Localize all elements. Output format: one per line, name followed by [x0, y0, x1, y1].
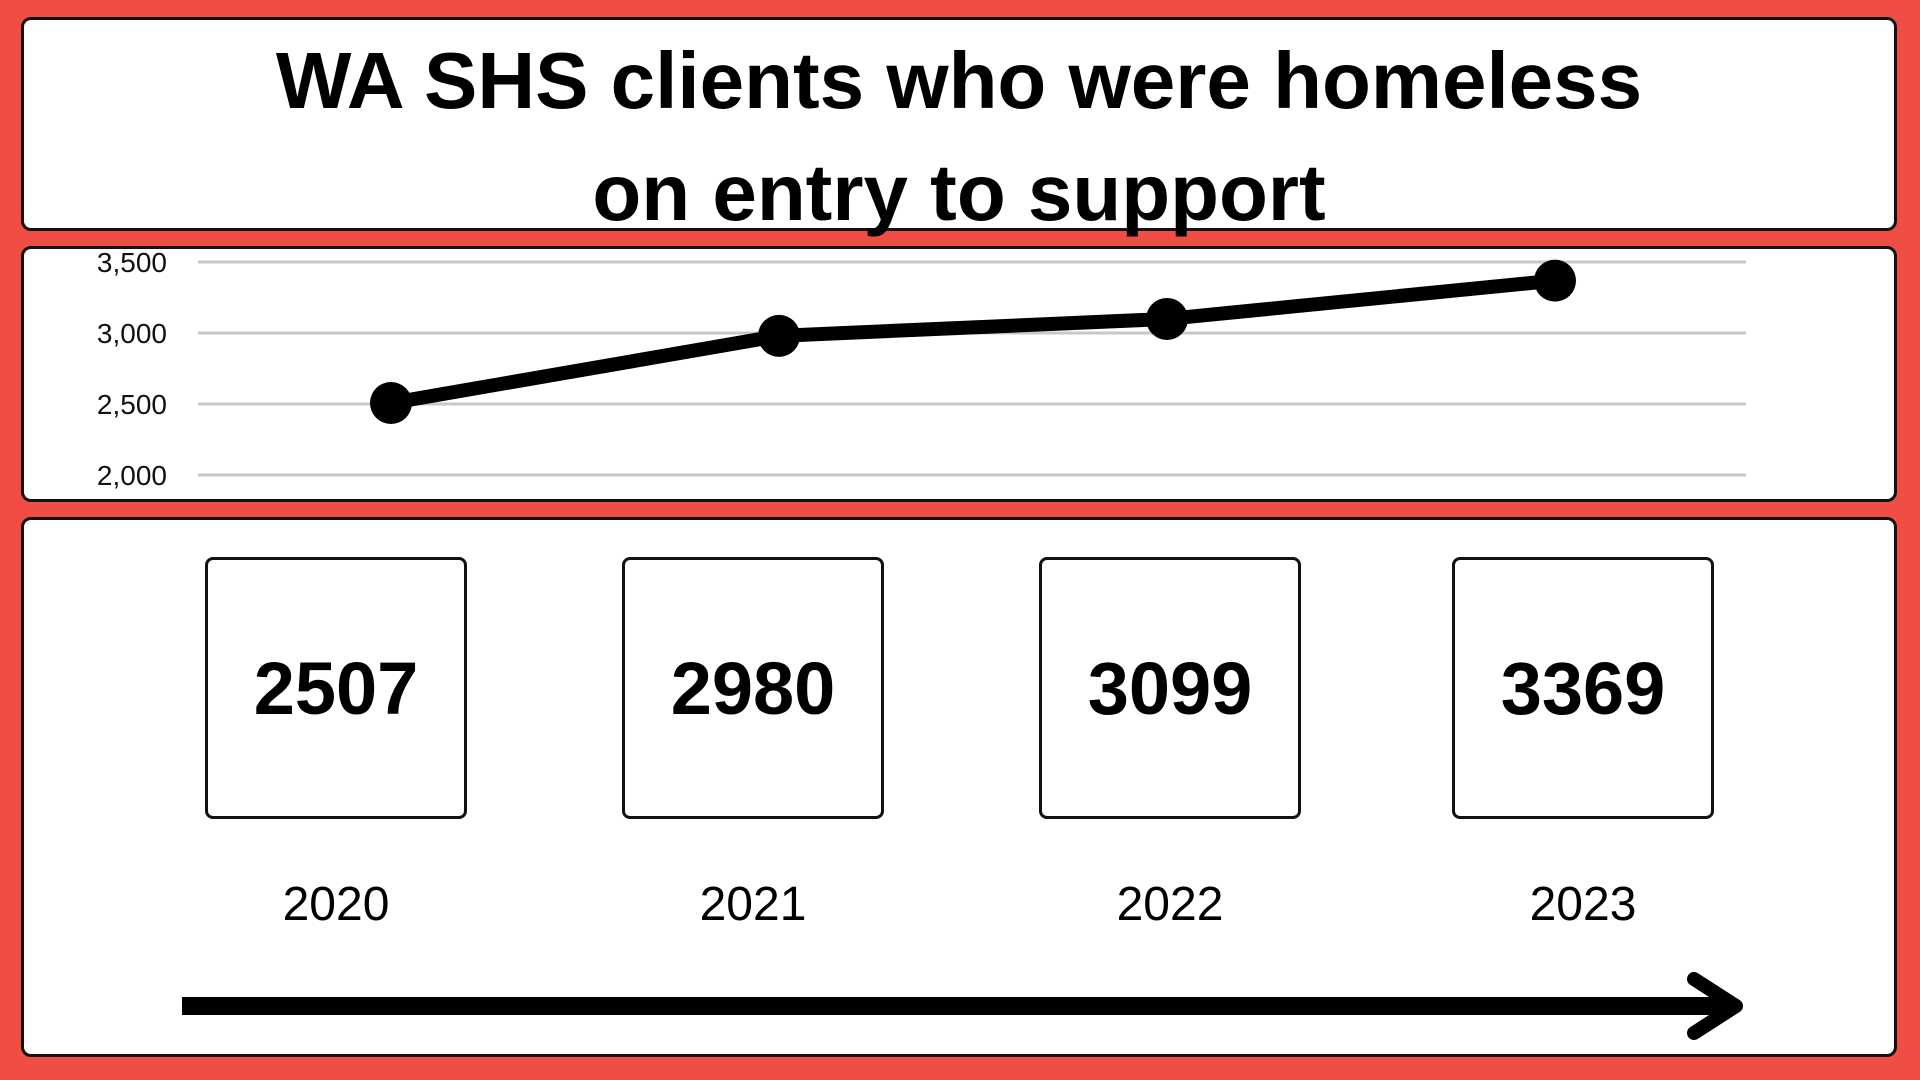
card-value: 3369: [1500, 646, 1666, 730]
data-point-2022: [1146, 297, 1188, 340]
y-tick-label: 3,500: [97, 249, 167, 278]
value-card-2021: 2980: [622, 557, 884, 819]
year-label-2023: 2023: [1529, 878, 1637, 931]
y-tick-label: 2,000: [97, 460, 167, 491]
value-card-2023: 3369: [1452, 557, 1714, 819]
value-card-2020: 2507: [205, 557, 467, 819]
value-card-2022: 3099: [1039, 557, 1301, 819]
y-tick-label: 3,000: [97, 318, 167, 349]
line-chart-panel: 2,000 2,500 3,000 3,500: [21, 246, 1897, 502]
timeline-arrow-head: [1687, 972, 1743, 1040]
yearly-values-panel: 2507 2020 2980 2021 3099 2022 3369 2023: [21, 517, 1897, 1057]
chart-title-line-1: WA SHS clients who were homeless: [275, 36, 1643, 125]
chart-title-line-2: on entry to support: [592, 148, 1326, 237]
data-point-2023: [1534, 259, 1576, 302]
line-chart: 2,000 2,500 3,000 3,500: [97, 249, 1746, 491]
data-point-2021: [758, 314, 800, 357]
card-value: 2980: [670, 646, 836, 730]
chart-title: WA SHS clients who were homeless on entr…: [24, 25, 1894, 249]
year-label-2021: 2021: [699, 878, 807, 931]
title-panel: WA SHS clients who were homeless on entr…: [21, 17, 1897, 237]
year-label-2022: 2022: [1116, 878, 1224, 931]
series-line: [389, 273, 1556, 410]
card-value: 2507: [253, 646, 419, 730]
card-value: 3099: [1087, 646, 1253, 730]
timeline-arrow: [182, 972, 1743, 1040]
data-point-2020: [370, 382, 412, 425]
y-tick-label: 2,500: [97, 389, 167, 420]
year-label-2020: 2020: [282, 878, 390, 931]
